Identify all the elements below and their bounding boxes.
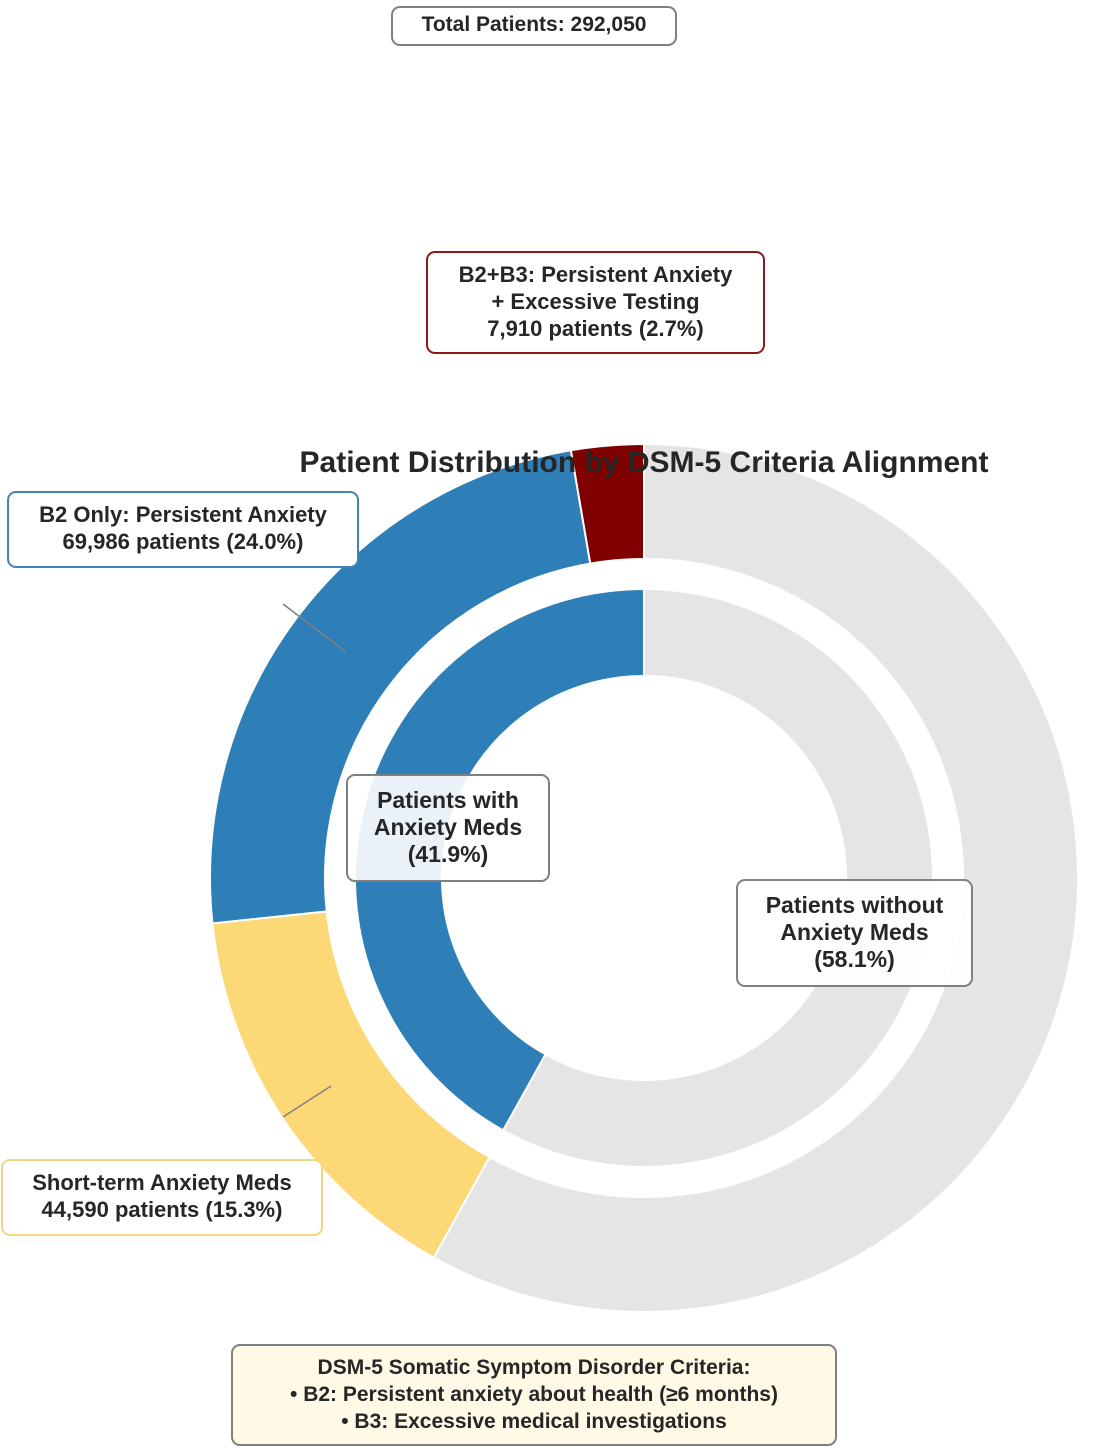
label-leader-lines bbox=[282, 603, 347, 1118]
with-meds-label-line-1: Patients with bbox=[377, 787, 519, 813]
dsm5-criteria-note: DSM-5 Somatic Symptom Disorder Criteria:… bbox=[231, 1344, 837, 1446]
outer-ring-segment-1 bbox=[209, 449, 592, 925]
without-meds-label-line-2: Anxiety Meds bbox=[780, 919, 929, 945]
short-term-leader-line bbox=[282, 1085, 332, 1118]
b2-only-leader-line bbox=[282, 603, 347, 653]
with-anxiety-meds-label: Patients with Anxiety Meds (41.9%) bbox=[346, 774, 550, 882]
b2-only-label-line-2: 69,986 patients (24.0%) bbox=[62, 529, 304, 554]
with-meds-label-line-3: (41.9%) bbox=[407, 841, 489, 867]
without-meds-label-line-1: Patients without bbox=[765, 892, 944, 918]
inner-ring bbox=[354, 587, 934, 1168]
b2-only-label-line-1: B2 Only: Persistent Anxiety bbox=[39, 502, 327, 527]
short-term-meds-segment-label: Short-term Anxiety Meds 44,590 patients … bbox=[1, 1159, 323, 1236]
b2-b3-segment-label: B2+B3: Persistent Anxiety + Excessive Te… bbox=[426, 251, 765, 354]
short-term-label-line-2: 44,590 patients (15.3%) bbox=[41, 1197, 283, 1222]
b2-b3-label-line-3: 7,910 patients (2.7%) bbox=[487, 316, 704, 341]
with-meds-label-line-2: Anxiety Meds bbox=[373, 814, 523, 840]
short-term-label-line-1: Short-term Anxiety Meds bbox=[32, 1170, 292, 1195]
total-patients-label: Total Patients: 292,050 bbox=[391, 6, 677, 46]
b2-b3-label-line-2: + Excessive Testing bbox=[491, 289, 700, 314]
outer-ring-segment-3 bbox=[432, 442, 1079, 1313]
criteria-b3: • B3: Excessive medical investigations bbox=[341, 1410, 727, 1433]
inner-ring-segment-0 bbox=[354, 587, 645, 1132]
b2-b3-label-line-1: B2+B3: Persistent Anxiety bbox=[458, 262, 733, 287]
inner-ring-segment-1 bbox=[501, 587, 934, 1168]
b2-only-segment-label: B2 Only: Persistent Anxiety 69,986 patie… bbox=[7, 491, 359, 568]
without-anxiety-meds-label: Patients without Anxiety Meds (58.1%) bbox=[736, 879, 973, 987]
without-meds-label-line-3: (58.1%) bbox=[814, 946, 895, 972]
chart-title: Patient Distribution by DSM-5 Criteria A… bbox=[299, 446, 989, 479]
outer-ring bbox=[209, 442, 1079, 1313]
criteria-b2: • B2: Persistent anxiety about health (≥… bbox=[290, 1383, 778, 1406]
criteria-heading: DSM-5 Somatic Symptom Disorder Criteria: bbox=[317, 1356, 751, 1379]
